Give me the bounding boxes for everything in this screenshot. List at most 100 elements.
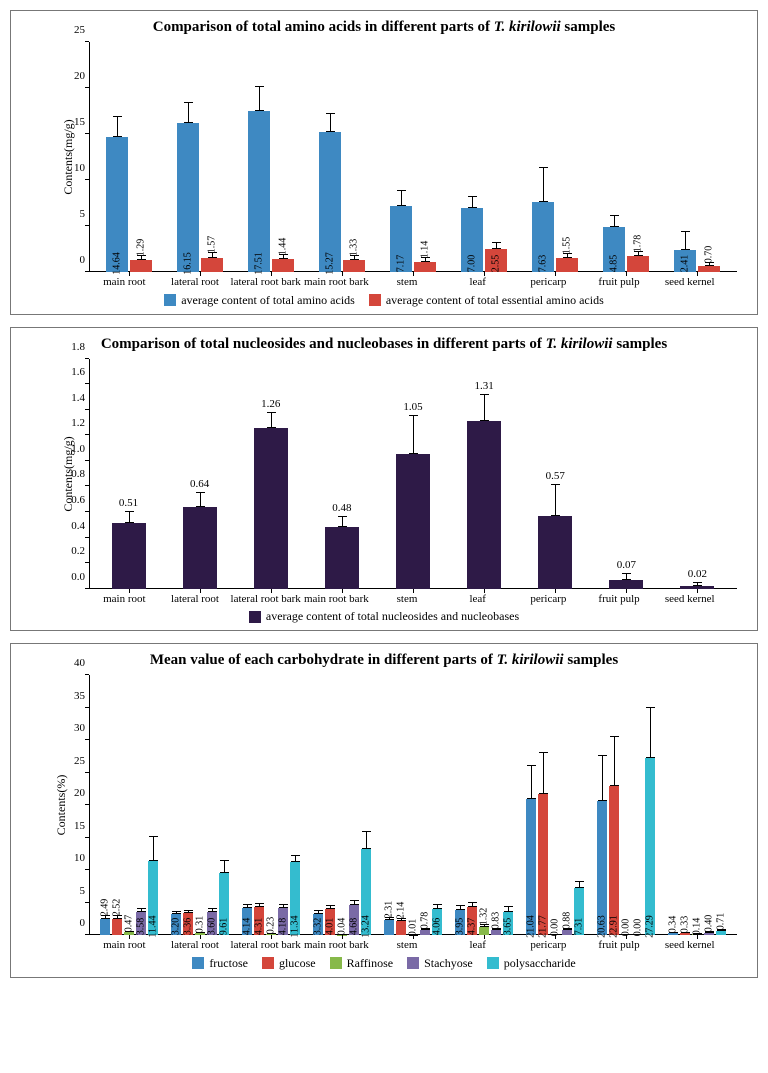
legend: average content of total nucleosides and… <box>23 609 745 624</box>
bar: 0.71 <box>716 675 726 935</box>
bar: 20.63 <box>597 675 607 935</box>
bar-group: 4.144.310.234.1811.34 <box>235 675 306 935</box>
bar-group: 3.203.360.313.609.61 <box>164 675 235 935</box>
bar: 7.31 <box>574 675 584 935</box>
bar-value-label: 2.49 <box>99 899 110 917</box>
bar: 4.06 <box>432 675 442 935</box>
y-tick: 1.2 <box>55 417 85 429</box>
bar: 3.20 <box>171 675 181 935</box>
bar-value-label: 0.33 <box>680 916 691 934</box>
bar-group: 2.41 0.70 <box>662 42 733 272</box>
plot-area: Contents(%)05101520253035402.492.520.473… <box>63 675 745 935</box>
bar-value-label: 3.60 <box>206 918 217 936</box>
x-tick-label: leaf <box>442 272 513 289</box>
bar-value-label: 7.63 <box>538 255 549 273</box>
y-tick: 1.6 <box>55 366 85 378</box>
bar: 2.49 <box>100 675 110 935</box>
bar-value-label: 3.36 <box>182 918 193 936</box>
bar-value-label: 1.14 <box>419 241 430 259</box>
bar-value-label: 0.40 <box>704 915 715 933</box>
y-tick: 1.4 <box>55 392 85 404</box>
x-tick-label: stem <box>372 935 443 952</box>
bar: 0.23 <box>266 675 276 935</box>
bar-group: 7.002.55 <box>449 42 520 272</box>
bar-value-label: 0.34 <box>668 916 679 934</box>
bar: 0.40 <box>704 675 714 935</box>
bar-group: 1.26 <box>235 359 306 589</box>
bar: 0.78 <box>420 675 430 935</box>
bar-value-label: 1.32 <box>479 908 490 926</box>
bar: 27.29 <box>645 675 655 935</box>
bar: 3.60 <box>207 675 217 935</box>
bar: 9.61 <box>219 675 229 935</box>
bar-value-label: 1.05 <box>403 401 422 413</box>
bar-group: 1.05 <box>377 359 448 589</box>
y-tick: 5 <box>55 208 85 220</box>
bar-value-label: 0.51 <box>119 497 138 509</box>
x-tick-label: lateral root bark <box>230 935 301 952</box>
bar-value-label: 2.41 <box>680 255 691 273</box>
bar-value-label: 0.07 <box>617 559 636 571</box>
y-tick: 20 <box>55 787 85 799</box>
bar-value-label: 2.14 <box>395 902 406 920</box>
x-tick-label: stem <box>372 272 443 289</box>
legend-label: Raffinose <box>347 956 393 971</box>
bar-value-label: 4.06 <box>431 918 442 936</box>
legend-swatch <box>192 957 204 969</box>
y-tick: 0.2 <box>55 545 85 557</box>
bar: 0.07 <box>609 359 643 589</box>
bar-group: 16.151.57 <box>164 42 235 272</box>
bar-value-label: 0.64 <box>190 478 209 490</box>
legend-item: average content of total amino acids <box>164 293 355 308</box>
bar: 2.31 <box>384 675 394 935</box>
bar: 1.05 <box>396 359 430 589</box>
bar-value-label: 11.44 <box>147 916 158 938</box>
bar: 0.14 <box>692 675 702 935</box>
bar: 0.70 <box>698 42 720 272</box>
bar-groups: 0.510.641.260.481.051.310.570.070.02 <box>93 359 733 589</box>
bar: 2.55 <box>485 42 507 272</box>
bar: 3.95 <box>455 675 465 935</box>
bar-value-label: 0.47 <box>123 915 134 933</box>
y-axis-label: Contents(mg/g) <box>61 119 76 194</box>
bar: 0.04 <box>337 675 347 935</box>
bar-group: 20.6322.910.000.0027.29 <box>591 675 662 935</box>
bar-value-label: 0.14 <box>692 917 703 935</box>
bar-value-label: 0.00 <box>621 919 632 937</box>
legend-label: average content of total amino acids <box>181 293 355 308</box>
legend-item: glucose <box>262 956 316 971</box>
bar-value-label: 11.34 <box>289 916 300 938</box>
bar: 0.02 <box>680 359 714 589</box>
y-tick: 20 <box>55 70 85 82</box>
bar-value-label: 1.44 <box>277 238 288 256</box>
bar: 3.36 <box>183 675 193 935</box>
bar: 22.91 <box>609 675 619 935</box>
bar-value-label: 2.55 <box>491 255 502 273</box>
chart-title: Mean value of each carbohydrate in diffe… <box>23 652 745 669</box>
bar-value-label: 4.68 <box>348 918 359 936</box>
bar: 1.44 <box>272 42 294 272</box>
bar: 2.52 <box>112 675 122 935</box>
bar-group: 7.63 1.55 <box>520 42 591 272</box>
x-tick-label: lateral root bark <box>230 589 301 606</box>
bar: 4.37 <box>467 675 477 935</box>
legend-item: average content of total nucleosides and… <box>249 609 519 624</box>
bar: 0.88 <box>562 675 572 935</box>
bar-value-label: 0.23 <box>265 916 276 934</box>
legend-swatch <box>330 957 342 969</box>
x-tick-label: leaf <box>442 589 513 606</box>
bar: 0.83 <box>491 675 501 935</box>
bar: 4.68 <box>349 675 359 935</box>
bar: 3.32 <box>313 675 323 935</box>
bar-group: 4.851.78 <box>591 42 662 272</box>
x-tick-label: pericarp <box>513 272 584 289</box>
y-tick: 15 <box>55 116 85 128</box>
bar-value-label: 0.83 <box>491 912 502 930</box>
x-tick-label: main root bark <box>301 935 372 952</box>
bar: 4.85 <box>603 42 625 272</box>
bar: 2.14 <box>396 675 406 935</box>
bar-value-label: 1.55 <box>562 237 573 255</box>
bar: 7.63 <box>532 42 554 272</box>
x-tick-label: seed kernel <box>654 935 725 952</box>
chart-title: Comparison of total amino acids in diffe… <box>23 19 745 36</box>
